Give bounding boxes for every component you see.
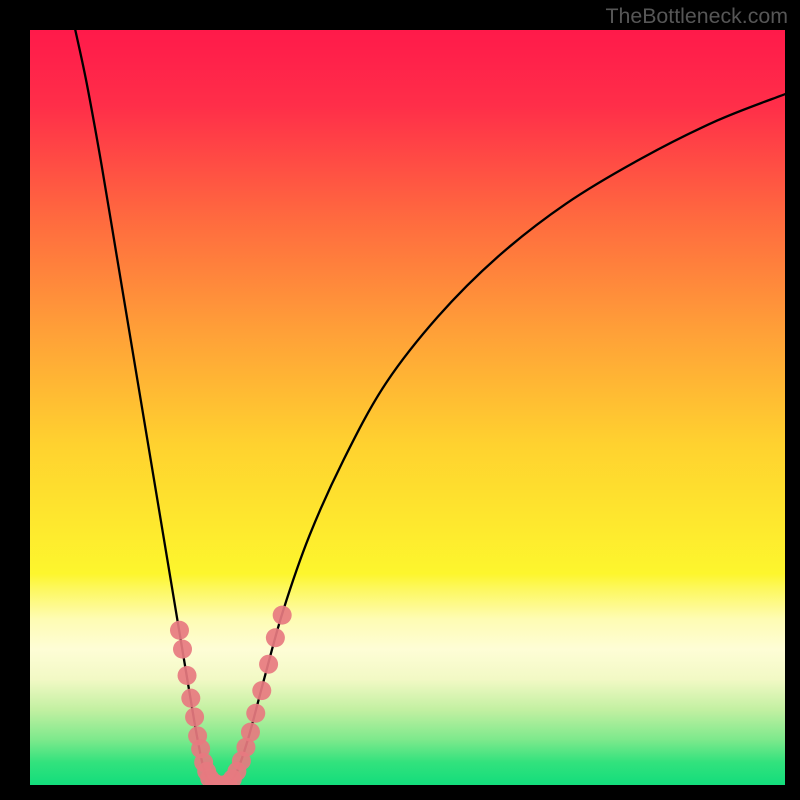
- data-marker: [241, 723, 260, 742]
- data-marker: [181, 689, 200, 708]
- data-marker: [273, 606, 292, 625]
- plot-area: [30, 30, 785, 785]
- marker-group: [170, 606, 292, 785]
- watermark-text: TheBottleneck.com: [605, 4, 788, 29]
- bottleneck-curve-right: [229, 94, 785, 785]
- data-marker: [252, 681, 271, 700]
- data-marker: [266, 628, 285, 647]
- data-marker: [178, 666, 197, 685]
- data-marker: [185, 708, 204, 727]
- data-marker: [173, 640, 192, 659]
- curve-layer: [30, 30, 785, 785]
- data-marker: [170, 621, 189, 640]
- data-marker: [259, 655, 278, 674]
- data-marker: [246, 704, 265, 723]
